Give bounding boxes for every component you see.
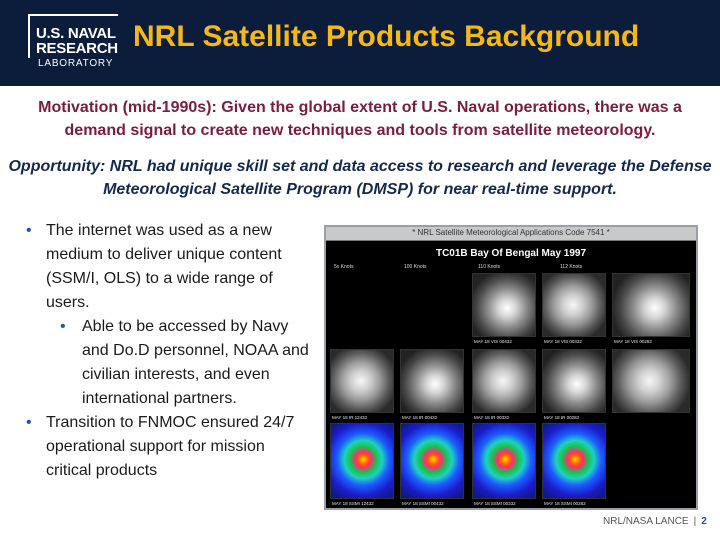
- tile-label: MAY 18 IR 12432: [332, 415, 368, 420]
- logo-line-3: LABORATORY: [38, 58, 114, 69]
- satellite-image-tile: [612, 349, 690, 413]
- satellite-image-tile: [542, 349, 606, 413]
- screenshot-window-title: * NRL Satellite Meteorological Applicati…: [412, 228, 610, 237]
- opportunity-text: Opportunity: NRL had unique skill set an…: [8, 158, 712, 198]
- satellite-image-tile: [542, 273, 606, 337]
- satellite-image-tile: [330, 423, 394, 499]
- slide-title: NRL Satellite Products Background: [133, 20, 640, 53]
- bullet-dot-icon: •: [60, 318, 66, 335]
- footer-separator: |: [693, 516, 697, 527]
- tile-label: MAY 18 IR 00432: [402, 415, 438, 420]
- satellite-image-tile: [472, 273, 536, 337]
- satellite-image-tile: [400, 423, 464, 499]
- tile-label: MAY 18 IR 00282: [544, 415, 580, 420]
- satellite-image-tile: [612, 273, 690, 337]
- column-label: 5x Knots: [334, 264, 354, 270]
- bullet-item: • The internet was used as a new medium …: [22, 219, 312, 315]
- tile-label: MAY 18 SSMI 00282: [544, 501, 586, 506]
- satellite-image-tile: [472, 349, 536, 413]
- tile-label: MAY 18 SSMI 00432: [402, 501, 444, 506]
- page-number: 2: [701, 516, 707, 527]
- bullet-text: Able to be accessed by Navy and Do.D per…: [82, 318, 309, 407]
- column-label: 110 Knots: [478, 264, 501, 270]
- logo-line-1: U.S. NAVAL: [36, 25, 116, 42]
- tile-label: MAY 18 SSMI 00332: [474, 501, 516, 506]
- bullet-text: The internet was used as a new medium to…: [46, 222, 282, 311]
- screenshot-window-titlebar: * NRL Satellite Meteorological Applicati…: [326, 227, 696, 241]
- bullet-list: • The internet was used as a new medium …: [22, 219, 312, 483]
- logo-line-2: RESEARCH: [36, 40, 118, 57]
- satellite-product-screenshot: * NRL Satellite Meteorological Applicati…: [324, 225, 698, 510]
- bullet-item: • Transition to FNMOC ensured 24/7 opera…: [22, 411, 312, 483]
- footer-org: NRL/NASA LANCE: [603, 516, 689, 527]
- bullet-dot-icon: •: [26, 414, 32, 431]
- tile-label: MAY 18 SSMI 12432: [332, 501, 374, 506]
- tile-label: MAY 18 VIS 00432: [474, 339, 512, 344]
- tile-label: MAY 18 VIS 00332: [544, 339, 582, 344]
- satellite-image-tile: [542, 423, 606, 499]
- header-bar: U.S. NAVAL RESEARCH LABORATORY NRL Satel…: [0, 0, 720, 86]
- bullet-text: Transition to FNMOC ensured 24/7 operati…: [46, 414, 295, 479]
- bullet-dot-icon: •: [26, 222, 32, 239]
- column-label: 100 Knots: [404, 264, 427, 270]
- column-label: 112 Knots: [560, 264, 583, 270]
- satellite-image-tile: [472, 423, 536, 499]
- nrl-logo: U.S. NAVAL RESEARCH LABORATORY: [28, 14, 118, 72]
- motivation-text: Motivation (mid-1990s): Given the global…: [38, 99, 682, 139]
- tile-label: MAY 18 IR 00332: [474, 415, 510, 420]
- satellite-image-tile: [330, 349, 394, 413]
- logo-frame: [28, 14, 118, 58]
- tile-label: MAY 18 VIS 00282: [614, 339, 652, 344]
- screenshot-caption: TC01B Bay Of Bengal May 1997: [435, 248, 587, 259]
- satellite-image-tile: [400, 349, 464, 413]
- sub-bullet-item: • Able to be accessed by Navy and Do.D p…: [22, 315, 312, 411]
- slide-footer: NRL/NASA LANCE | 2: [603, 516, 707, 527]
